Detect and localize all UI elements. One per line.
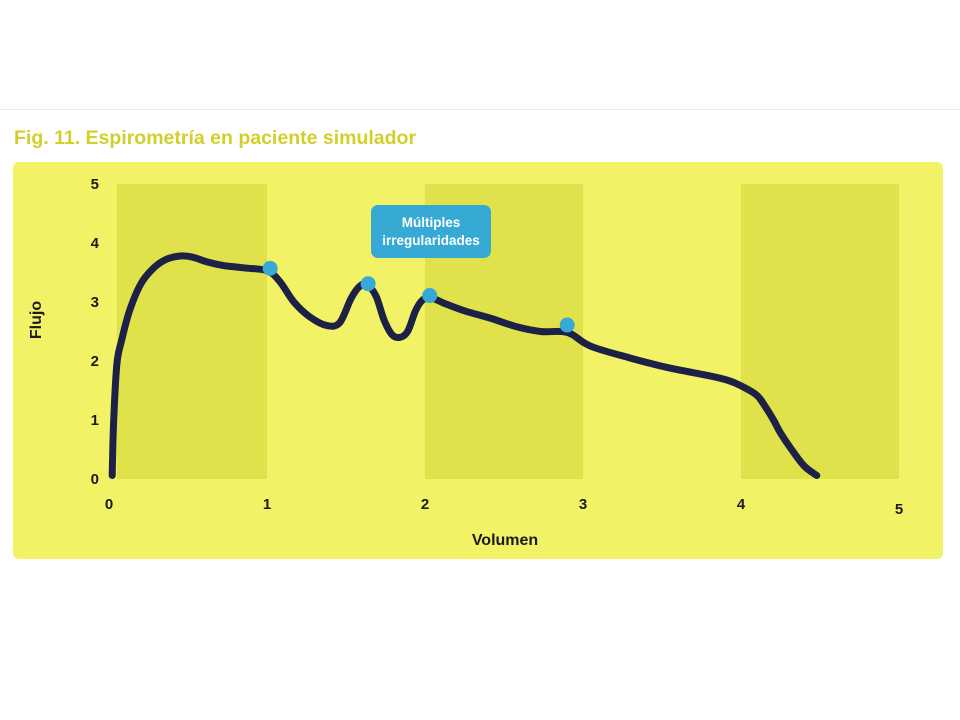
y-tick-label: 5 [91, 176, 99, 193]
x-tick-label: 2 [421, 496, 429, 513]
irregularity-marker-2 [422, 288, 438, 304]
irregularities-callout: Múltiples irregularidades [371, 205, 491, 258]
y-tick-label: 0 [91, 471, 99, 488]
y-tick-label: 4 [91, 235, 100, 252]
y-tick-label: 1 [91, 412, 99, 429]
x-tick-label: 1 [263, 496, 271, 513]
x-tick-label: 5 [895, 501, 903, 518]
shaded-band-0 [116, 184, 268, 479]
y-tick-label: 2 [91, 353, 99, 370]
y-tick-label: 3 [91, 294, 99, 311]
flow-volume-curve [108, 252, 821, 479]
x-tick-label: 3 [579, 496, 587, 513]
y-axis-title: Flujo [28, 301, 45, 339]
shaded-band-2 [741, 184, 899, 479]
irregularity-markers [262, 260, 575, 333]
chart-canvas: 0 1 2 3 4 5 0 1 2 3 4 5 Volumen Flujo Múltiples ir… [28, 176, 903, 549]
irregularity-marker-0 [262, 260, 278, 276]
x-tick-label: 0 [105, 496, 113, 513]
callout-box [371, 205, 491, 258]
top-divider [0, 109, 960, 110]
x-tick-label: 4 [737, 496, 746, 513]
irregularity-marker-3 [559, 317, 575, 333]
callout-line-1: Múltiples [402, 215, 461, 230]
figure-title: Fig. 11. Espirometría en paciente simula… [14, 127, 417, 149]
x-axis-title: Volumen [472, 532, 538, 549]
chart-panel: 0 1 2 3 4 5 0 1 2 3 4 5 Volumen Flujo Múltiples ir… [13, 162, 943, 559]
x-axis-ticks: 0 1 2 3 4 5 [105, 496, 903, 518]
irregularity-marker-1 [360, 276, 376, 292]
y-axis-ticks: 0 1 2 3 4 5 [91, 176, 100, 488]
callout-line-2: irregularidades [382, 233, 480, 248]
